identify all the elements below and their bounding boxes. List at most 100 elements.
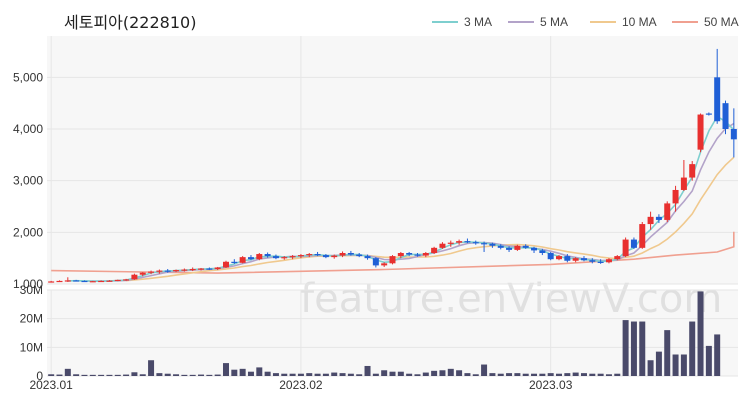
legend-label: 50 MA	[704, 15, 739, 29]
candle	[506, 246, 513, 252]
candle-body	[339, 253, 346, 256]
candle	[264, 252, 271, 258]
volume-bar	[356, 374, 363, 376]
price-tick-label: 4,000	[13, 122, 43, 136]
candle	[81, 280, 88, 283]
ma50-line	[51, 231, 735, 274]
candle-body	[639, 224, 646, 248]
volume-tick-label: 0	[36, 369, 43, 383]
candle-body	[489, 243, 496, 246]
candle-body	[506, 247, 513, 250]
candle-body	[198, 268, 205, 270]
volume-bar	[364, 365, 371, 376]
candle	[406, 251, 413, 257]
candle-body	[372, 258, 379, 266]
volume-bar	[148, 360, 155, 376]
volume-bar	[614, 373, 621, 376]
candle	[522, 244, 529, 249]
volume-bar	[714, 334, 721, 376]
candle	[256, 253, 263, 261]
candle-body	[431, 247, 438, 253]
volume-bar	[239, 368, 246, 376]
candle	[181, 268, 188, 272]
candle	[414, 253, 421, 257]
volume-bar	[580, 373, 587, 376]
candle	[647, 211, 654, 230]
volume-bars	[48, 291, 721, 376]
candle	[239, 256, 246, 264]
price-tick-label: 2,000	[13, 225, 43, 239]
candle-body	[331, 255, 338, 258]
candle	[547, 251, 554, 261]
volume-bar	[464, 373, 471, 376]
volume-bar	[139, 374, 146, 376]
candle-body	[556, 256, 563, 260]
candle-body	[456, 241, 463, 243]
candle	[189, 267, 196, 272]
candle-body	[48, 281, 55, 283]
volume-bar	[597, 373, 604, 376]
candle	[198, 267, 205, 271]
candle	[655, 214, 662, 224]
candle-body	[672, 189, 679, 204]
volume-bar	[447, 368, 454, 376]
candle	[680, 160, 687, 191]
legend-item: 10 MA	[590, 15, 657, 29]
candle-body	[381, 263, 388, 266]
volume-bar	[680, 354, 687, 376]
chart-title: 세토피아(222810)	[64, 13, 196, 32]
candle-body	[73, 280, 80, 282]
candle	[148, 270, 155, 275]
volume-bar	[489, 373, 496, 376]
candle	[364, 254, 371, 260]
candle	[98, 280, 105, 283]
candle-body	[131, 274, 138, 280]
candle-body	[364, 256, 371, 259]
candle	[106, 280, 113, 282]
candle	[689, 161, 696, 181]
candle	[489, 242, 496, 248]
legend-label: 3 MA	[464, 15, 492, 29]
volume-bar	[231, 369, 238, 376]
candle	[664, 201, 671, 222]
candle	[56, 280, 63, 283]
legend-label: 10 MA	[622, 15, 657, 29]
candle-body	[597, 261, 604, 263]
candle	[156, 269, 163, 274]
candle	[389, 255, 396, 265]
candle	[322, 254, 329, 259]
candle-body	[98, 280, 105, 283]
watermark: feature.enViewV.com	[300, 276, 722, 322]
candle	[372, 257, 379, 268]
candle-body	[705, 113, 712, 115]
volume-bar	[497, 373, 504, 376]
candle-body	[447, 242, 454, 244]
candle	[639, 222, 646, 249]
candle	[89, 280, 96, 283]
volume-bar	[247, 371, 254, 376]
candle	[556, 255, 563, 261]
volume-bar	[372, 373, 379, 376]
candle	[281, 256, 288, 260]
candle	[589, 258, 596, 264]
volume-bar	[206, 374, 213, 376]
candle	[347, 250, 354, 256]
volume-bar	[331, 372, 338, 376]
candle	[214, 266, 221, 271]
legend-item: 3 MA	[432, 15, 492, 29]
candle-body	[730, 129, 737, 140]
x-tick-label: 2023.03	[529, 378, 573, 392]
candle	[114, 279, 121, 282]
volume-bar	[397, 371, 404, 376]
candle-body	[580, 258, 587, 261]
candle	[630, 237, 637, 249]
volume-bar	[406, 373, 413, 376]
x-tick-label: 2023.01	[29, 378, 73, 392]
candle-body	[123, 279, 130, 281]
candle	[481, 241, 488, 252]
candle-body	[614, 256, 621, 260]
candle	[730, 108, 737, 158]
candle-body	[689, 164, 696, 178]
candle	[339, 251, 346, 258]
